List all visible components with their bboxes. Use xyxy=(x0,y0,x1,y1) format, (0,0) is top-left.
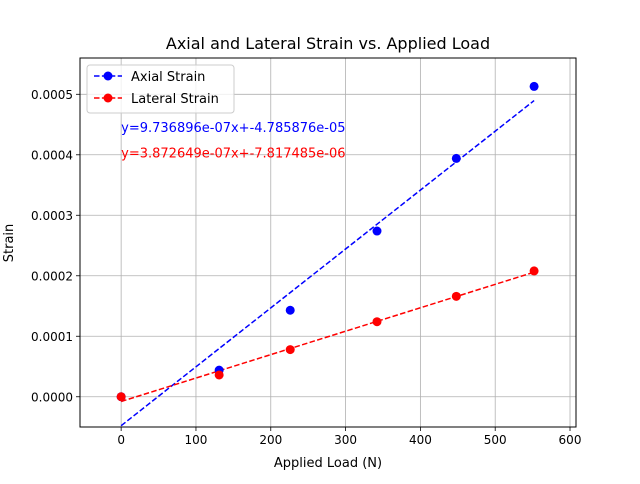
lateral-data-point xyxy=(116,392,126,402)
legend-box xyxy=(86,64,235,114)
legend-axial-marker xyxy=(103,71,113,81)
y-tick-label: 0.0003 xyxy=(31,209,73,223)
fit-equation-axial: y=9.736896e-07x+-4.785876e-05 xyxy=(121,121,345,136)
legend: Axial Strain Lateral Strain xyxy=(86,64,235,114)
axial-data-point xyxy=(451,153,461,163)
y-tick-label: 0.0005 xyxy=(31,88,73,102)
y-tick-label: 0.0000 xyxy=(31,390,73,404)
legend-axial-label: Axial Strain xyxy=(131,70,205,85)
lateral-data-point xyxy=(451,291,461,301)
axial-data-point xyxy=(529,81,539,91)
lateral-data-point xyxy=(214,370,224,380)
axis-ticks: 0 100 200 300 400 500 600 0.0000 0.0001 0.0002 0.0… xyxy=(31,88,581,447)
y-tick-label: 0.0004 xyxy=(31,148,73,162)
lateral-data-point xyxy=(529,266,539,276)
fit-equations: y=9.736896e-07x+-4.785876e-05 y=3.872649e… xyxy=(121,121,345,161)
data-points xyxy=(116,81,539,402)
x-axis-label: Applied Load (N) xyxy=(274,456,382,471)
axial-fit-line xyxy=(120,99,535,427)
y-axis-label: Strain xyxy=(2,224,17,263)
axial-data-point xyxy=(285,305,295,315)
x-tick-label: 100 xyxy=(185,433,208,447)
x-tick-label: 500 xyxy=(484,433,507,447)
x-tick-label: 400 xyxy=(409,433,432,447)
fit-lines xyxy=(120,99,535,427)
x-tick-label: 0 xyxy=(117,433,125,447)
chart-title: Axial and Lateral Strain vs. Applied Loa… xyxy=(166,34,490,53)
x-tick-label: 300 xyxy=(334,433,357,447)
y-tick-label: 0.0002 xyxy=(31,269,73,283)
lateral-fit-line xyxy=(120,271,535,403)
axial-data-point xyxy=(372,226,382,236)
legend-lateral-marker xyxy=(103,93,113,103)
grid-layer xyxy=(80,58,576,427)
lateral-data-point xyxy=(372,317,382,327)
x-tick-label: 200 xyxy=(259,433,282,447)
legend-lateral-label: Lateral Strain xyxy=(131,92,219,107)
fit-equation-lateral: y=3.872649e-07x+-7.817485e-06 xyxy=(121,146,345,161)
x-tick-label: 600 xyxy=(559,433,582,447)
y-tick-label: 0.0001 xyxy=(31,330,73,344)
lateral-data-point xyxy=(285,345,295,355)
plot-area-frame xyxy=(79,57,577,428)
